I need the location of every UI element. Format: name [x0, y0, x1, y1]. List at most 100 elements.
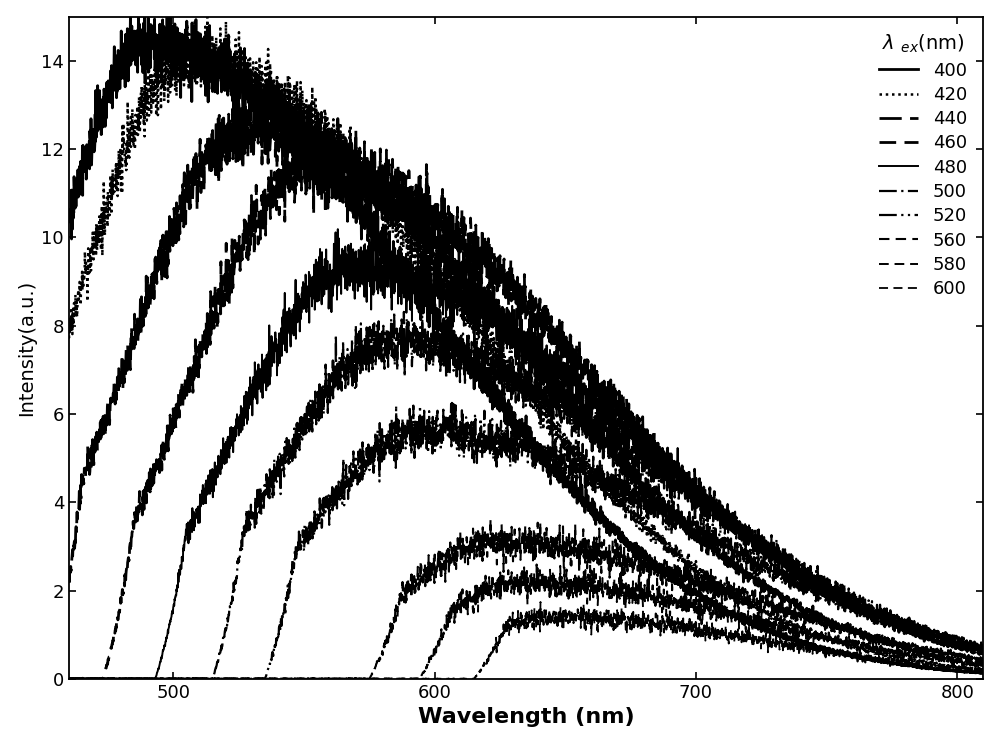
580: [347, 674, 359, 683]
600: [356, 674, 368, 683]
580: [408, 674, 420, 683]
480: [356, 269, 368, 278]
500: [902, 618, 914, 627]
Y-axis label: Intensity(a.u.): Intensity(a.u.): [17, 280, 36, 416]
420: [902, 655, 914, 664]
500: [356, 352, 368, 361]
520: [110, 675, 122, 684]
500: [398, 307, 410, 316]
Text: 1:70: 1:70: [124, 43, 164, 61]
440: [902, 645, 914, 654]
560: [902, 643, 914, 652]
560: [957, 649, 969, 658]
520: [347, 475, 359, 484]
400: [408, 269, 420, 278]
580: [990, 662, 1000, 671]
520: [356, 449, 368, 458]
460: [27, 675, 39, 684]
600: [957, 662, 969, 671]
460: [902, 627, 914, 636]
460: [302, 121, 314, 129]
520: [990, 647, 1000, 655]
480: [687, 497, 699, 506]
420: [687, 563, 699, 572]
Line: 580: 580: [0, 565, 996, 679]
480: [990, 650, 1000, 659]
440: [687, 526, 699, 535]
500: [408, 318, 420, 327]
460: [356, 176, 368, 185]
440: [957, 656, 969, 665]
500: [687, 496, 699, 504]
440: [408, 232, 420, 241]
600: [275, 675, 287, 684]
560: [408, 582, 420, 591]
580: [902, 650, 914, 659]
Line: 600: 600: [0, 602, 996, 679]
580: [687, 594, 699, 603]
480: [902, 618, 914, 626]
560: [687, 580, 699, 589]
440: [356, 162, 368, 171]
560: [347, 674, 359, 683]
Legend: 400, 420, 440, 460, 480, 500, 520, 560, 580, 600: 400, 420, 440, 460, 480, 500, 520, 560, …: [871, 26, 974, 306]
480: [81, 675, 93, 684]
600: [534, 597, 546, 606]
Line: 480: 480: [0, 229, 996, 679]
420: [347, 173, 359, 182]
600: [902, 656, 914, 665]
480: [332, 225, 344, 234]
560: [990, 656, 1000, 665]
Line: 500: 500: [0, 312, 996, 679]
400: [687, 590, 699, 599]
500: [990, 644, 1000, 653]
580: [356, 674, 368, 683]
580: [531, 560, 543, 569]
Line: 420: 420: [0, 17, 996, 679]
Line: 560: 560: [0, 519, 996, 679]
600: [408, 674, 420, 683]
480: [408, 289, 420, 298]
480: [347, 245, 359, 254]
400: [164, 11, 176, 20]
460: [347, 179, 359, 188]
420: [356, 166, 368, 175]
580: [957, 657, 969, 666]
580: [321, 675, 333, 684]
420: [408, 238, 420, 247]
400: [356, 216, 368, 225]
Line: 400: 400: [0, 16, 996, 679]
480: [957, 641, 969, 650]
500: [347, 367, 359, 376]
460: [408, 199, 420, 208]
400: [347, 209, 359, 218]
420: [990, 666, 1000, 675]
520: [957, 637, 969, 646]
Line: 520: 520: [0, 403, 996, 679]
420: [201, 13, 213, 22]
400: [902, 661, 914, 670]
440: [347, 147, 359, 156]
500: [0, 675, 8, 684]
X-axis label: Wavelength (nm): Wavelength (nm): [418, 708, 634, 728]
400: [957, 667, 969, 676]
520: [687, 523, 699, 532]
460: [957, 645, 969, 654]
460: [687, 478, 699, 487]
600: [347, 674, 359, 683]
460: [990, 652, 1000, 661]
500: [957, 637, 969, 646]
420: [957, 664, 969, 673]
440: [990, 662, 1000, 671]
440: [229, 79, 241, 88]
Line: 460: 460: [0, 125, 996, 679]
400: [990, 669, 1000, 678]
Line: 440: 440: [0, 83, 996, 679]
560: [356, 674, 368, 683]
520: [408, 423, 420, 432]
600: [990, 666, 1000, 675]
520: [902, 620, 914, 629]
520: [446, 399, 458, 408]
600: [687, 625, 699, 634]
560: [485, 515, 497, 524]
